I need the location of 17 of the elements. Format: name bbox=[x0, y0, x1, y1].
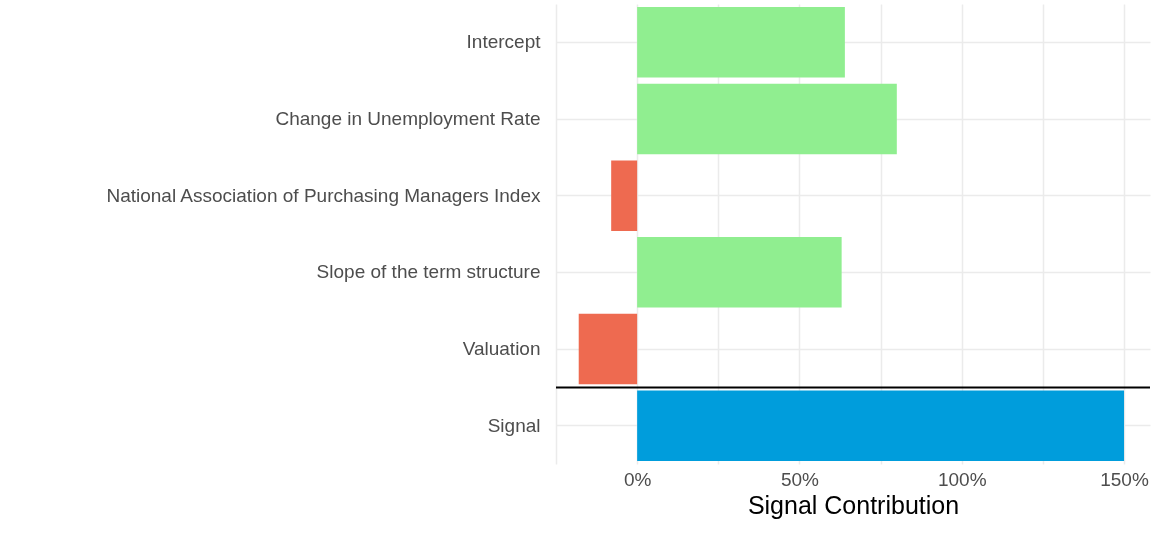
y-tick-label: Signal bbox=[487, 414, 541, 436]
bar bbox=[578, 313, 638, 385]
x-tick-label: 150% bbox=[1100, 468, 1149, 490]
bar bbox=[637, 7, 845, 78]
bar bbox=[637, 390, 1125, 461]
bar bbox=[611, 160, 638, 231]
x-tick-label: 100% bbox=[937, 468, 987, 490]
y-tick-label: Slope of the term structure bbox=[316, 261, 541, 283]
x-tick-label: 50% bbox=[780, 468, 820, 490]
bar bbox=[637, 237, 842, 308]
y-tick-label: Intercept bbox=[466, 31, 542, 53]
y-tick-label: Valuation bbox=[462, 338, 541, 359]
x-tick-label: 0% bbox=[623, 468, 652, 490]
bar bbox=[637, 83, 897, 155]
x-axis-title: Signal Contribution bbox=[747, 490, 960, 519]
y-tick-label: National Association of Purchasing Managers Index bbox=[106, 184, 541, 206]
y-tick-label: Change in Unemployment Rate bbox=[275, 108, 541, 129]
